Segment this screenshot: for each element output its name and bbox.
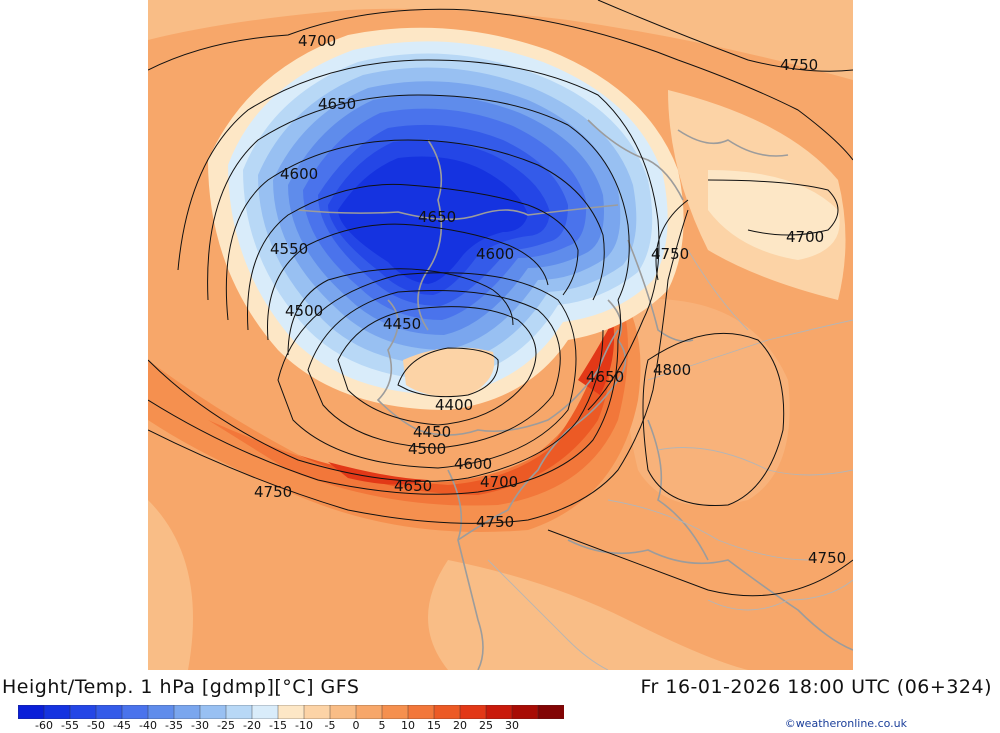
temperature-height-map: 4700 4750 4650 4600 4650 4550 4600 4750 …	[147, 0, 854, 671]
map-title: Height/Temp. 1 hPa [gdmp][°C] GFS	[2, 676, 360, 698]
legend-swatch	[485, 705, 513, 719]
contour-label: 4800	[653, 361, 691, 379]
legend-tick-label: 25	[479, 719, 493, 732]
legend-swatch	[225, 705, 253, 719]
contour-label: 4750	[476, 513, 514, 531]
legend-tick-label: 20	[453, 719, 467, 732]
contour-label: 4450	[413, 423, 451, 441]
contour-label: 4650	[586, 368, 624, 386]
contour-label: 4750	[651, 245, 689, 263]
legend-swatch	[537, 705, 564, 719]
shade-north	[148, 0, 853, 80]
legend-swatch	[355, 705, 383, 719]
legend-tick-label: 30	[505, 719, 519, 732]
legend-tick-label: -20	[243, 719, 261, 732]
legend-tick-label: -10	[295, 719, 313, 732]
legend-swatch	[433, 705, 461, 719]
contour-label: 4650	[318, 95, 356, 113]
legend-swatch	[303, 705, 331, 719]
legend-tick-label: -15	[269, 719, 287, 732]
legend-swatch	[381, 705, 409, 719]
legend-tick-label: -45	[113, 719, 131, 732]
contour-label: 4650	[418, 208, 456, 226]
legend-swatch	[43, 705, 71, 719]
legend-swatch	[277, 705, 305, 719]
contour-label: 4650	[394, 477, 432, 495]
contour-label: 4500	[285, 302, 323, 320]
contour-label: 4450	[383, 315, 421, 333]
legend-tick-label: -50	[87, 719, 105, 732]
shade-sw	[148, 500, 193, 670]
legend-swatch	[95, 705, 123, 719]
shade-ne-cream	[708, 170, 840, 260]
contour-label: 4600	[280, 165, 318, 183]
color-legend-bar	[18, 705, 564, 719]
legend-tick-label: -25	[217, 719, 235, 732]
legend-tick-label: -55	[61, 719, 79, 732]
map-panel: 4700 4750 4650 4600 4650 4550 4600 4750 …	[147, 0, 854, 671]
legend-swatch	[121, 705, 149, 719]
contour-label: 4750	[808, 549, 846, 567]
legend-swatch	[251, 705, 279, 719]
legend-tick-label: 5	[378, 719, 386, 732]
contour-label: 4600	[454, 455, 492, 473]
shade-south	[428, 560, 748, 670]
legend-swatch	[511, 705, 539, 719]
contour-label: 4750	[254, 483, 292, 501]
warm-band-outer	[148, 290, 641, 532]
coastlines	[297, 119, 854, 671]
contour-label: 4400	[435, 396, 473, 414]
legend-tick-label: -5	[324, 719, 336, 732]
legend-tick-label: -40	[139, 719, 157, 732]
legend-swatch	[459, 705, 487, 719]
height-contours	[147, 0, 854, 597]
valid-time: Fr 16-01-2026 18:00 UTC (06+324)	[640, 676, 992, 698]
legend-tick-label: 0	[352, 719, 360, 732]
legend-tick-label: -60	[35, 719, 53, 732]
color-legend-ticks: -60 -55 -50 -45 -40 -35 -30 -25 -20 -15 -10 -5 0 5 10 1…	[0, 719, 600, 733]
legend-swatch	[329, 705, 357, 719]
cold-core	[338, 156, 528, 284]
contour-label: 4500	[408, 440, 446, 458]
contour-label: 4550	[270, 240, 308, 258]
legend-swatch	[173, 705, 201, 719]
legend-tick-label: -30	[191, 719, 209, 732]
credit-link[interactable]: ©weatheronline.co.uk	[784, 717, 907, 730]
legend-tick-label: 10	[401, 719, 415, 732]
contour-label: 4700	[480, 473, 518, 491]
contour-label: 4700	[298, 32, 336, 50]
low-center-warm	[403, 347, 495, 397]
legend-swatch	[69, 705, 97, 719]
legend-swatch	[18, 705, 45, 719]
legend-tick-label: -35	[165, 719, 183, 732]
legend-swatch	[199, 705, 227, 719]
warm-core	[328, 462, 428, 485]
contour-label: 4750	[780, 56, 818, 74]
contour-label: 4700	[786, 228, 824, 246]
warm-core-east	[578, 320, 615, 395]
shade-east-high	[624, 299, 790, 506]
legend-swatch	[147, 705, 175, 719]
legend-tick-label: 15	[427, 719, 441, 732]
contour-label: 4600	[476, 245, 514, 263]
legend-swatch	[407, 705, 435, 719]
contour-labels: 4700 4750 4650 4600 4650 4550 4600 4750 …	[254, 32, 846, 567]
